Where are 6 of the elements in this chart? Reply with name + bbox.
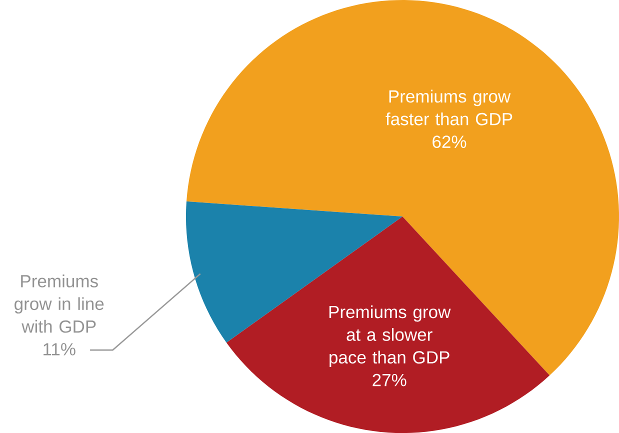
data-label: 11%: [44, 343, 76, 356]
slice-label: Premiums grow in line with GDP: [14, 274, 104, 333]
data-label: 62%: [432, 136, 466, 148]
slice-label: Premiums grow at a slower pace than GDP: [329, 305, 451, 368]
data-label: 27%: [372, 374, 406, 386]
slice-label: Premiums grow faster than GDP: [386, 90, 512, 126]
